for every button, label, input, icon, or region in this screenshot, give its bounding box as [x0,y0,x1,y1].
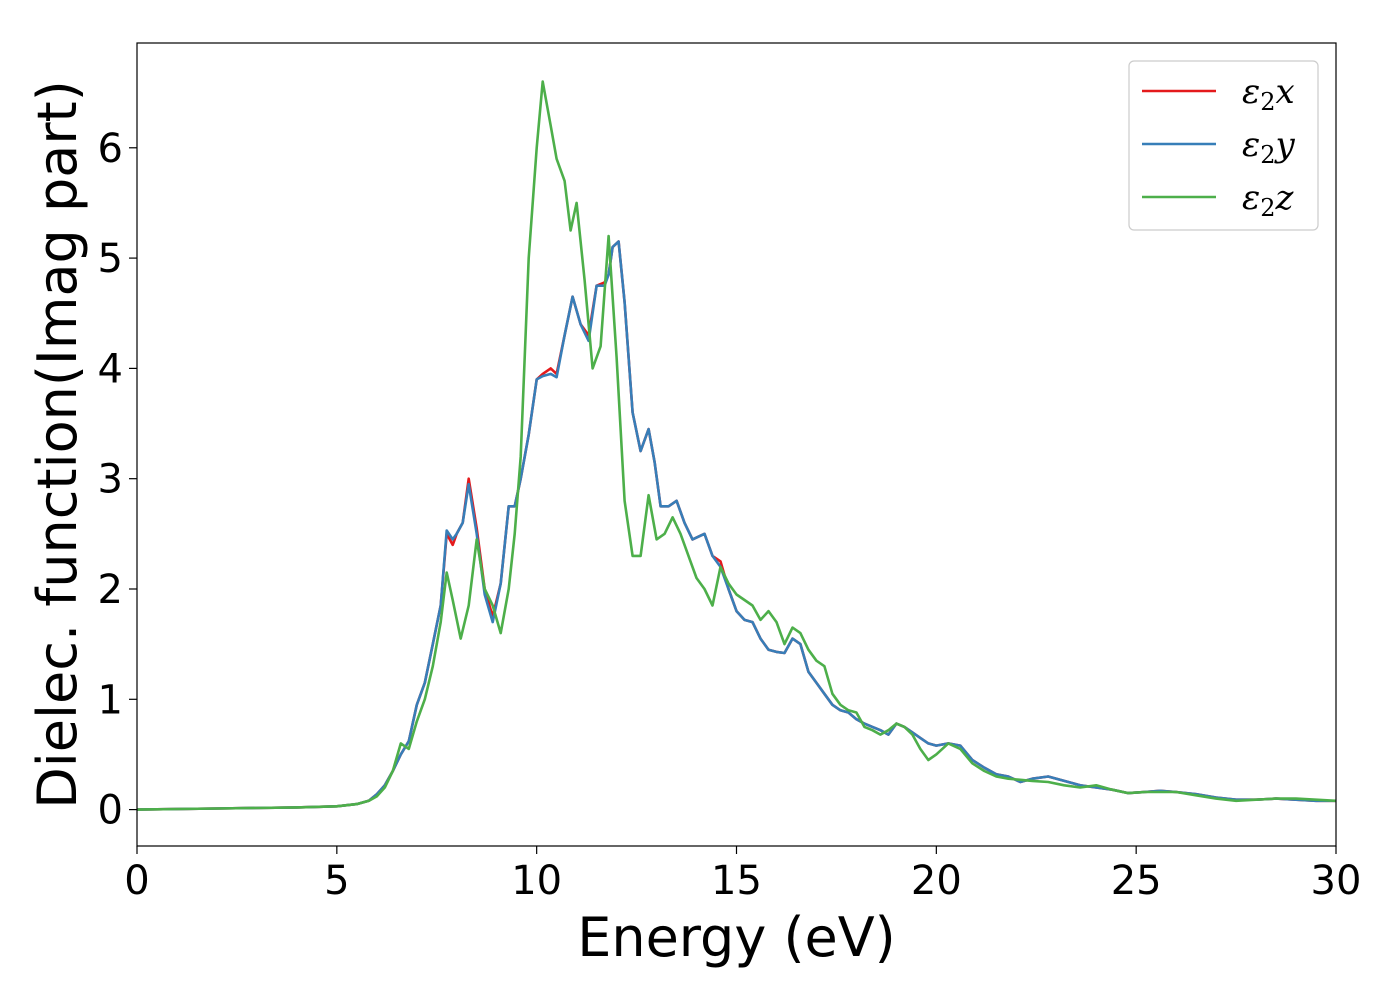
x-tick-label: 20 [911,858,962,904]
x-tick-label: 0 [124,858,149,904]
y-tick-label: 6 [98,126,123,172]
x-tick-label: 5 [324,858,349,904]
x-tick-label: 25 [1111,858,1162,904]
legend-label-x: ε2x [1242,72,1295,116]
y-tick-label: 4 [98,346,123,392]
legend-label-y: ε2y [1242,125,1296,169]
legend: ε2x ε2y ε2z [1128,60,1319,231]
y-axis-label: Dielec. function(Imag part) [26,80,89,809]
y-tick-label: 0 [98,788,123,834]
x-axis: 0 5 10 15 20 25 30 [124,846,1361,904]
y-tick-label: 5 [98,236,123,282]
x-tick-label: 30 [1311,858,1362,904]
x-tick-label: 15 [711,858,762,904]
series-lines [136,80,1337,811]
x-tick-label: 10 [511,858,562,904]
y-tick-label: 2 [98,567,123,613]
legend-label-z: ε2z [1242,178,1295,222]
legend-box [1128,60,1319,231]
x-axis-label: Energy (eV) [577,906,896,969]
y-tick-label: 3 [98,457,123,503]
y-axis: 0 1 2 3 4 5 6 [98,126,137,834]
series-line-z [136,80,1337,811]
y-tick-label: 1 [98,677,123,723]
